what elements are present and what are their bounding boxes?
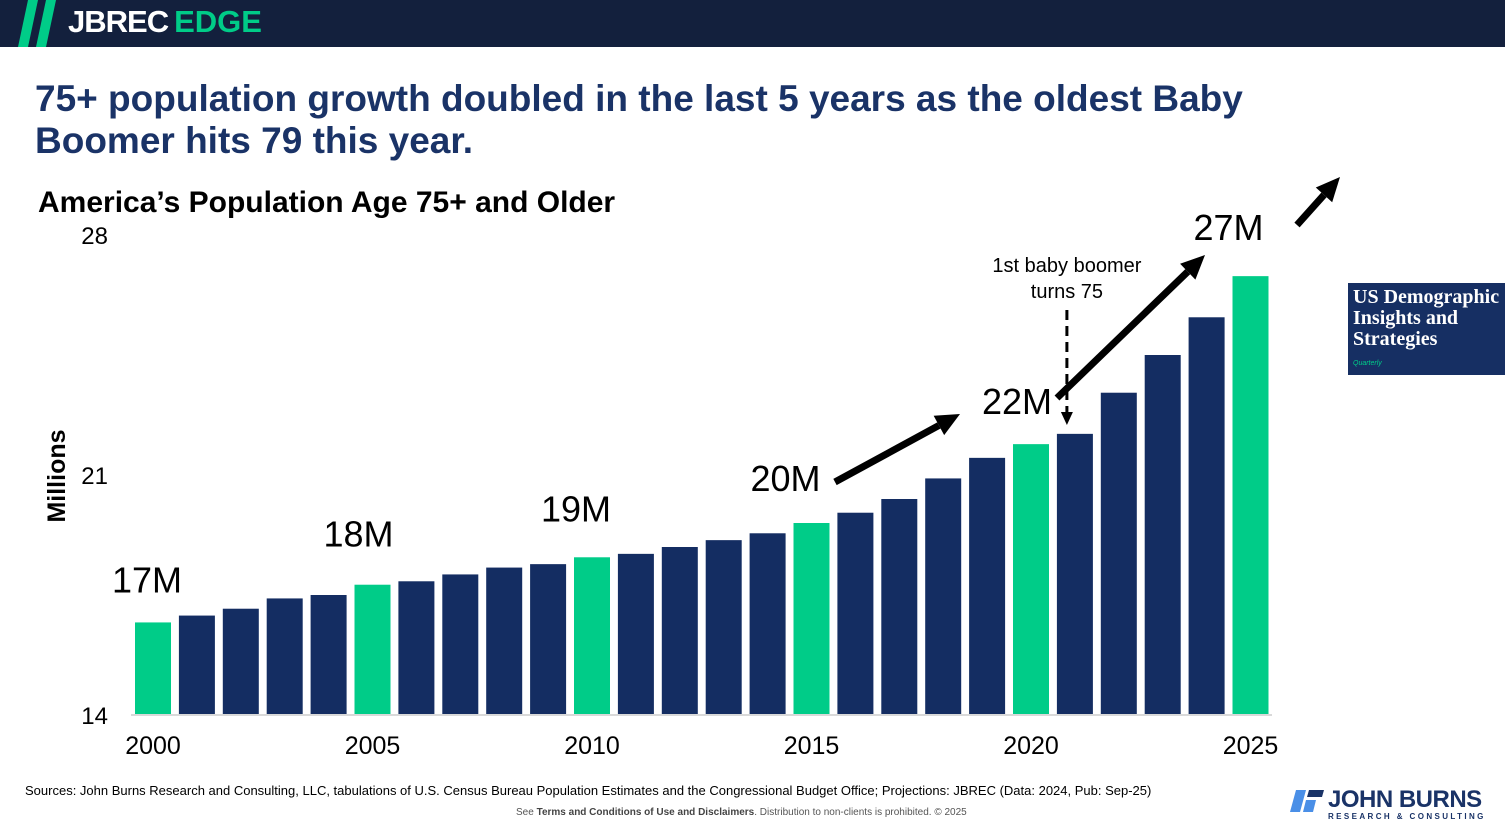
- bar-2015[interactable]: [793, 523, 830, 714]
- headline: 75+ population growth doubled in the las…: [35, 78, 1243, 161]
- company-name: JOHN BURNS: [1328, 786, 1482, 813]
- sources-note: Sources: John Burns Research and Consult…: [25, 783, 1152, 798]
- bar-2012[interactable]: [661, 547, 698, 714]
- bar-2025[interactable]: [1232, 276, 1269, 714]
- john-burns-mark-icon: [1290, 790, 1324, 812]
- data-label-2020: 22M: [982, 381, 1052, 422]
- trend-arrow-beyond-head-icon: [1315, 177, 1340, 203]
- data-label-2005: 18M: [323, 514, 393, 555]
- data-label-2000: 17M: [112, 559, 182, 600]
- publication-title: US Demographic Insights and Strategies: [1353, 286, 1500, 350]
- y-tick-label: 14: [81, 703, 108, 730]
- annotation-text-line2: turns 75: [1031, 281, 1103, 303]
- trend-arrow-2015-2020-head-icon: [933, 414, 960, 436]
- bar-2022[interactable]: [1100, 392, 1137, 714]
- trend-arrow-2015-2020-line: [833, 422, 941, 486]
- data-label-2010: 19M: [541, 488, 611, 529]
- bar-2007[interactable]: [442, 574, 479, 714]
- bar-2003[interactable]: [266, 598, 303, 714]
- bar-2016[interactable]: [837, 512, 874, 714]
- publication-card[interactable]: US Demographic Insights and Strategies Q…: [1348, 283, 1505, 375]
- bar-2023[interactable]: [1144, 355, 1181, 714]
- bar-2021[interactable]: [1056, 433, 1093, 714]
- top-bar: JBREC EDGE: [0, 0, 1505, 47]
- dashed-arrow-head-icon: [1060, 412, 1073, 425]
- x-tick-label: 2020: [1003, 732, 1059, 760]
- data-label-2025: 27M: [1193, 207, 1263, 248]
- bar-2020[interactable]: [1013, 444, 1049, 714]
- bar-2009[interactable]: [530, 564, 567, 714]
- bar-2002[interactable]: [222, 608, 259, 714]
- x-tick-label: 2010: [564, 732, 620, 760]
- x-tick-label: 2025: [1223, 732, 1279, 760]
- bar-2005[interactable]: [354, 584, 391, 714]
- bar-2024[interactable]: [1188, 317, 1225, 714]
- bar-2004[interactable]: [310, 595, 347, 714]
- y-axis-title: Millions: [43, 429, 71, 522]
- brand-primary: JBREC: [68, 4, 169, 39]
- bar-2018[interactable]: [925, 478, 962, 714]
- publication-subtitle: Quarterly: [1353, 360, 1382, 367]
- chart-title: America’s Population Age 75+ and Older: [38, 186, 616, 219]
- x-tick-label: 2005: [345, 732, 401, 760]
- y-tick-label: 21: [81, 463, 108, 490]
- x-tick-label: 2015: [784, 732, 840, 760]
- brand-secondary: EDGE: [174, 4, 262, 39]
- company-tagline: RESEARCH & CONSULTING: [1328, 812, 1486, 821]
- bar-2000[interactable]: [135, 622, 171, 714]
- bar-2011[interactable]: [617, 553, 654, 714]
- bar-2014[interactable]: [749, 533, 786, 714]
- brand-slashes-icon: [18, 0, 56, 47]
- bar-2017[interactable]: [881, 499, 918, 714]
- terms-link[interactable]: Terms and Conditions of Use and Disclaim…: [536, 807, 755, 818]
- trend-arrow-beyond-line: [1294, 192, 1327, 228]
- bar-2008[interactable]: [486, 567, 523, 714]
- y-tick-label: 28: [81, 223, 108, 250]
- annotation-text-line1: 1st baby boomer: [992, 255, 1141, 277]
- bar-2006[interactable]: [398, 581, 435, 714]
- x-tick-label: 2000: [125, 732, 181, 760]
- bar-2013[interactable]: [705, 540, 742, 714]
- bar-2001[interactable]: [178, 615, 215, 714]
- terms-prefix: See: [516, 807, 537, 818]
- bar-2010[interactable]: [574, 557, 610, 714]
- trend-arrow-2021-2025-head-icon: [1180, 255, 1205, 280]
- bar-2019[interactable]: [969, 457, 1006, 714]
- data-label-2015: 20M: [750, 458, 820, 499]
- terms-suffix: . Distribution to non-clients is prohibi…: [754, 807, 967, 818]
- brand-logo: JBREC EDGE: [68, 4, 262, 40]
- john-burns-logo: JOHN BURNS RESEARCH & CONSULTING: [1290, 786, 1490, 826]
- trend-arrow-2021-2025-line: [1054, 269, 1191, 401]
